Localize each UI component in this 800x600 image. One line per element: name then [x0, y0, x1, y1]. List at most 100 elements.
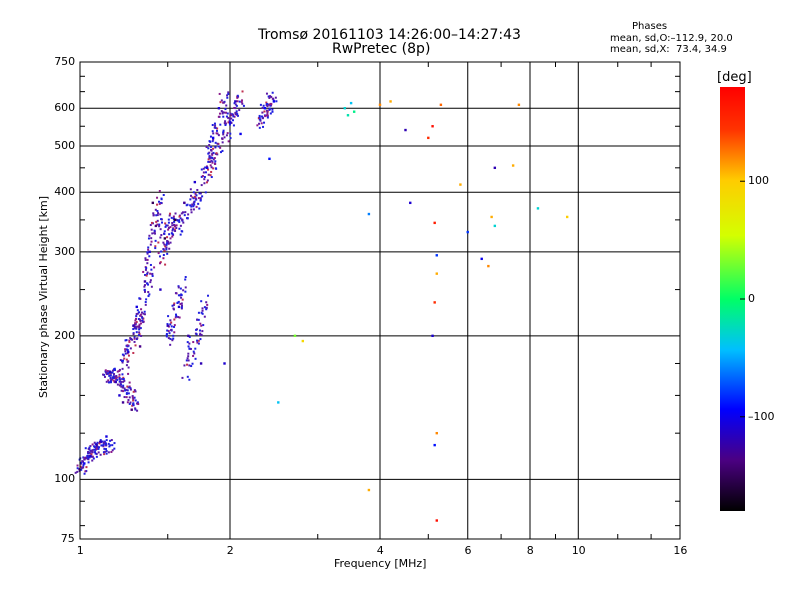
echo-point — [138, 345, 142, 348]
trace-dot — [193, 203, 196, 206]
trace-dot — [193, 200, 196, 203]
trace-dot — [109, 439, 112, 442]
trace-dot — [84, 447, 87, 450]
trace-dot — [190, 194, 193, 197]
trace-dot — [207, 158, 210, 161]
trace-dot — [192, 205, 195, 208]
trace-dot — [241, 90, 244, 93]
trace-dot — [113, 368, 116, 371]
trace-dot — [109, 381, 112, 384]
trace-dot — [197, 311, 200, 314]
trace-dot — [163, 230, 166, 233]
y-tick-label: 400 — [54, 185, 76, 199]
echo-point — [223, 362, 226, 365]
trace-dot — [231, 119, 234, 122]
trace-dot — [174, 212, 177, 215]
trace-dot — [230, 114, 233, 117]
trace-dot — [122, 376, 125, 379]
trace-dot — [149, 279, 152, 282]
trace-dot — [159, 236, 162, 239]
trace-dot — [109, 444, 112, 447]
trace-dot — [118, 373, 121, 376]
trace-dot — [131, 396, 134, 399]
echo-point — [148, 250, 151, 254]
trace-dot — [127, 366, 130, 369]
trace-dot — [221, 141, 224, 144]
trace-dot — [197, 197, 200, 200]
trace-dot — [231, 113, 234, 116]
x-tick-label: 4 — [376, 544, 384, 557]
trace-dot — [175, 315, 178, 318]
trace-dot — [225, 134, 228, 137]
trace-dot — [263, 121, 266, 124]
trace-dot — [263, 110, 266, 113]
trace-dot — [94, 452, 97, 455]
trace-dot — [202, 324, 205, 327]
trace-dot — [101, 444, 104, 447]
y-tick-label: 200 — [54, 328, 76, 342]
trace-dot — [164, 222, 167, 225]
trace-dot — [198, 192, 201, 195]
echo-point — [466, 230, 469, 234]
echo-point — [459, 183, 462, 186]
trace-dot — [220, 99, 223, 102]
echo-point — [99, 440, 102, 443]
echo-point — [293, 334, 297, 338]
trace-dot — [134, 317, 137, 320]
trace-dot — [197, 202, 200, 205]
trace-dot — [148, 255, 151, 258]
trace-dot — [135, 321, 138, 324]
trace-dot — [83, 456, 86, 459]
trace-dot — [123, 387, 126, 390]
trace-dot — [127, 354, 130, 357]
trace-dot — [261, 111, 264, 114]
trace-dot — [174, 313, 177, 316]
trace-dot — [110, 450, 113, 453]
trace-dot — [226, 94, 229, 97]
trace-dot — [172, 227, 175, 230]
trace-dot — [259, 119, 262, 122]
trace-dot — [171, 235, 174, 238]
trace-dot — [141, 319, 144, 322]
trace-dot — [105, 439, 108, 442]
trace-dot — [167, 228, 170, 231]
trace-dot — [259, 103, 262, 106]
trace-dot — [134, 407, 137, 410]
trace-dot — [149, 263, 152, 266]
trace-dot — [172, 215, 175, 218]
echo-point — [493, 224, 497, 228]
trace-dot — [172, 304, 175, 307]
trace-dot — [199, 192, 202, 195]
trace-dot — [266, 116, 269, 119]
echo-point — [211, 136, 215, 140]
trace-dot — [272, 97, 275, 100]
trace-dot — [158, 223, 161, 226]
trace-dot — [217, 134, 220, 137]
trace-dot — [144, 268, 147, 271]
trace-dot — [186, 375, 189, 378]
trace-dot — [240, 101, 243, 104]
trace-dot — [142, 321, 145, 324]
trace-dot — [133, 389, 136, 392]
trace-dot — [110, 439, 113, 442]
trace-dot — [149, 243, 152, 246]
trace-dot — [169, 241, 172, 244]
trace-dot — [144, 301, 147, 304]
x-tick-label: 2 — [226, 544, 234, 557]
echo-point — [301, 339, 305, 343]
trace-dot — [201, 330, 204, 333]
trace-dot — [173, 223, 176, 226]
trace-dot — [222, 129, 225, 132]
trace-dot — [131, 404, 134, 407]
echo-point — [346, 114, 350, 117]
trace-dot — [168, 247, 171, 250]
trace-dot — [125, 364, 128, 367]
trace-dot — [135, 315, 138, 318]
trace-dot — [265, 92, 268, 95]
trace-dot — [158, 190, 161, 193]
echo-point — [263, 107, 267, 110]
trace-dot — [139, 319, 142, 322]
trace-dot — [140, 334, 143, 337]
trace-dot — [152, 212, 155, 215]
trace-dot — [102, 444, 105, 447]
